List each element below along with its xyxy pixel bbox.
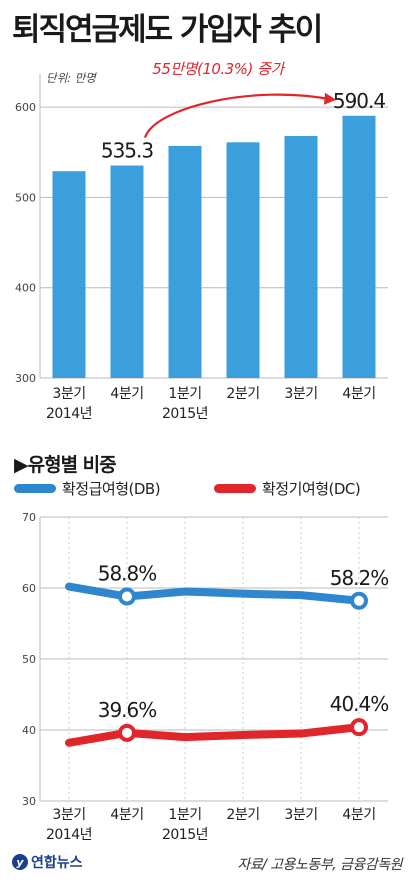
legend-label-dc: 확정기여형(DC) bbox=[262, 480, 361, 498]
logo-text: 연합뉴스 bbox=[31, 855, 83, 871]
x-tick-label: 2분기 bbox=[226, 807, 259, 823]
bar bbox=[342, 115, 376, 378]
x-tick-label: 3분기 bbox=[284, 386, 317, 402]
series-line bbox=[65, 723, 363, 747]
bar bbox=[52, 171, 86, 378]
legend-item-dc: 확정기여형(DC) bbox=[214, 478, 361, 499]
annotation-arrowhead bbox=[324, 92, 336, 105]
y-tick-label: 600 bbox=[15, 101, 36, 114]
source-note: 자료/ 고용노동부, 금융감독원 bbox=[237, 857, 402, 873]
x-tick-label: 4분기 bbox=[342, 807, 375, 823]
y-tick-label: 40 bbox=[22, 724, 36, 737]
legend-swatch-dc bbox=[214, 484, 256, 493]
x-tick-label: 2분기 bbox=[226, 386, 259, 402]
legend-label-db: 확정급여형(DB) bbox=[62, 480, 161, 498]
x-tick-year-label: 2015년 bbox=[162, 827, 208, 843]
annotation-arrow bbox=[143, 93, 334, 138]
y-tick-label: 500 bbox=[15, 191, 36, 204]
unit-label: 단위: 만명 bbox=[46, 71, 97, 85]
x-tick-label: 1분기 bbox=[168, 807, 201, 823]
y-tick-label: 30 bbox=[22, 795, 36, 808]
point-data-label: 58.2% bbox=[330, 566, 389, 590]
x-tick-year-label: 2014년 bbox=[46, 406, 92, 422]
x-tick-year-label: 2015년 bbox=[162, 406, 208, 422]
bar-data-label: 590.4 bbox=[333, 89, 386, 113]
publisher-logo: y 연합뉴스 bbox=[12, 852, 83, 872]
section-title-type-ratio: ▶유형별 비중 bbox=[14, 454, 117, 476]
bar bbox=[226, 142, 260, 378]
point-data-label: 39.6% bbox=[98, 698, 157, 722]
x-tick-label: 3분기 bbox=[284, 807, 317, 823]
annotation-label: 55만명(10.3%) 증가 bbox=[152, 60, 286, 78]
series-point bbox=[350, 591, 368, 610]
bar bbox=[110, 165, 144, 378]
legend-swatch-db bbox=[14, 484, 56, 493]
x-tick-label: 3분기 bbox=[52, 386, 85, 402]
x-tick-year-label: 2014년 bbox=[46, 827, 92, 843]
x-tick-label: 4분기 bbox=[342, 386, 375, 402]
y-tick-label: 400 bbox=[15, 282, 36, 295]
x-tick-label: 1분기 bbox=[168, 386, 201, 402]
bar-data-label: 535.3 bbox=[101, 139, 154, 163]
series-point bbox=[118, 723, 136, 742]
bar bbox=[284, 135, 318, 378]
point-data-label: 40.4% bbox=[330, 692, 389, 716]
y-tick-label: 300 bbox=[15, 372, 36, 385]
point-data-label: 58.8% bbox=[98, 562, 157, 586]
x-tick-label: 4분기 bbox=[110, 386, 143, 402]
legend-item-db: 확정급여형(DB) bbox=[14, 478, 161, 499]
legend: 확정급여형(DB) 확정기여형(DC) bbox=[14, 478, 404, 504]
bar-chart: 300 400 500 600 단위: 만명 535.3 590.4 3분기 2014년 4분기 1… bbox=[15, 60, 388, 422]
y-tick-label: 70 bbox=[22, 511, 36, 524]
chart-title: 퇴직연금제도 가입자 추이 bbox=[12, 12, 323, 48]
series-line bbox=[65, 582, 363, 605]
y-tick-label: 50 bbox=[22, 653, 36, 666]
x-tick-label: 4분기 bbox=[110, 807, 143, 823]
y-tick-label: 60 bbox=[22, 582, 36, 595]
series-point bbox=[118, 587, 136, 606]
x-tick-label: 3분기 bbox=[52, 807, 85, 823]
series-point bbox=[350, 718, 368, 737]
bar bbox=[168, 145, 202, 378]
line-chart: 30 40 50 60 70 58.8% 58.2% 39.6% 40.4% 3분기 2014년 4분… bbox=[22, 511, 389, 843]
logo-icon: y bbox=[12, 854, 28, 870]
